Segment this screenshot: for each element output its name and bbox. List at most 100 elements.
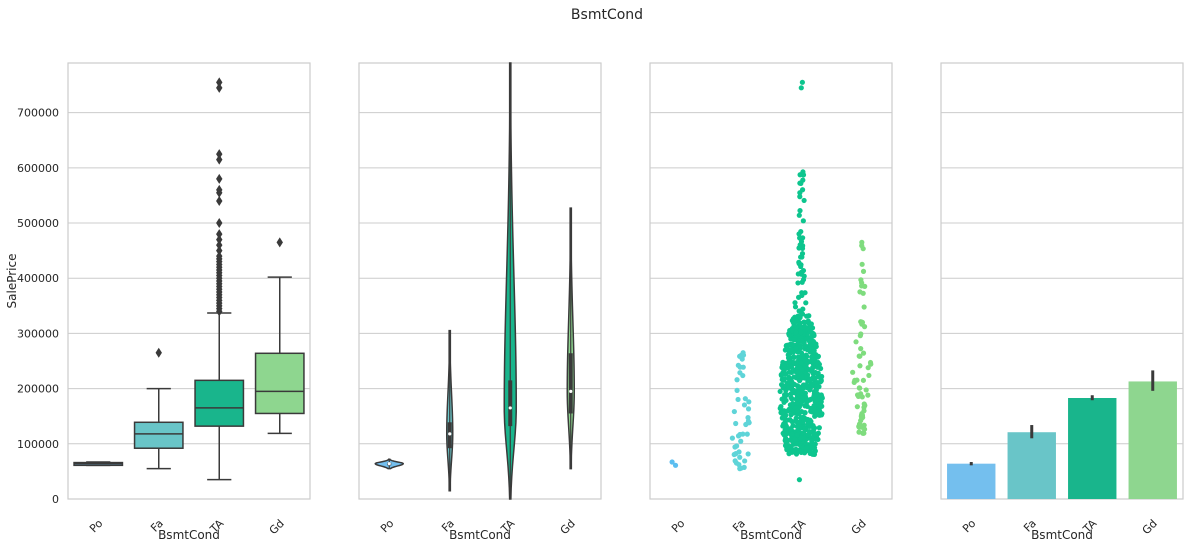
- swarm-point: [865, 392, 871, 398]
- swarm-point: [798, 238, 805, 245]
- swarm-point: [791, 449, 797, 455]
- axes-frame: [67, 62, 311, 500]
- swarm-point: [789, 379, 795, 385]
- swarm-point: [799, 292, 805, 298]
- panel-1: 0 100000 200000 300000 400000 500000 600000 700…: [5, 62, 311, 542]
- box-outlier: [216, 218, 223, 229]
- axes-frame: [940, 62, 1184, 500]
- swarm-point: [853, 339, 859, 345]
- swarm-point: [860, 268, 867, 274]
- swarm-point: [791, 387, 797, 393]
- swarm-point: [799, 187, 806, 193]
- swarm-point: [791, 374, 797, 380]
- y-tick-label: 400000: [17, 272, 59, 285]
- swarm-point: [866, 372, 872, 379]
- box-outlier: [216, 77, 223, 88]
- swarm-point: [859, 319, 866, 326]
- swarm-point: [796, 384, 802, 390]
- bar-Gd: [1128, 381, 1177, 499]
- swarm-point: [732, 458, 738, 464]
- swarm-point: [801, 434, 807, 441]
- swarm-point: [857, 363, 863, 369]
- swarm-point: [804, 313, 810, 319]
- x-axis-label: BsmtCond: [740, 528, 802, 542]
- swarm-point: [786, 332, 792, 338]
- swarm-point: [850, 369, 856, 375]
- x-tick-label: Gd: [558, 517, 578, 537]
- swarm-point: [798, 329, 804, 336]
- swarm-point: [736, 449, 742, 455]
- y-tick-label: 700000: [17, 107, 59, 120]
- swarm-point: [813, 436, 819, 442]
- swarm-point: [797, 314, 803, 321]
- swarm-point: [797, 194, 803, 200]
- swarm-point: [808, 321, 814, 327]
- swarm-point: [856, 353, 862, 359]
- swarm-point: [807, 387, 813, 393]
- swarm-point: [734, 387, 740, 394]
- swarm-point: [740, 372, 746, 379]
- swarm-point: [740, 364, 746, 370]
- x-axis-label: BsmtCond: [449, 528, 511, 542]
- swarm-point: [805, 366, 811, 372]
- swarm-point: [786, 451, 792, 457]
- swarm-point: [798, 180, 804, 187]
- swarm-point: [669, 459, 675, 465]
- swarm-point: [791, 319, 797, 326]
- box-outlier: [216, 195, 223, 206]
- swarm-point: [861, 430, 867, 436]
- swarm-point: [805, 421, 811, 427]
- box-Gd: [254, 352, 305, 415]
- swarm-point: [782, 437, 788, 444]
- swarm-point: [814, 411, 820, 417]
- swarm-point: [815, 401, 822, 407]
- swarm-point: [788, 444, 794, 451]
- swarm-point: [800, 277, 807, 283]
- box-outlier: [155, 347, 162, 358]
- swarm-point: [794, 432, 800, 438]
- x-tick-label: Po: [87, 517, 106, 536]
- axes-frame: [358, 62, 602, 500]
- swarm-point: [779, 396, 785, 402]
- swarm-point: [856, 429, 862, 435]
- swarm-point: [802, 426, 808, 432]
- swarm-point: [781, 377, 787, 383]
- swarm-point: [800, 353, 806, 359]
- swarm-point: [809, 445, 815, 451]
- swarm-point: [807, 328, 813, 335]
- x-tick-label: Po: [378, 517, 397, 536]
- swarm-point: [795, 369, 801, 375]
- swarm-point: [814, 364, 821, 370]
- swarm-point: [796, 245, 802, 251]
- y-tick-label: 500000: [17, 217, 59, 230]
- swarm-point: [794, 423, 800, 429]
- swarm-point: [818, 392, 824, 398]
- swarm-point: [778, 371, 784, 378]
- swarm-point: [793, 415, 799, 421]
- box-outlier: [216, 251, 223, 262]
- swarm-point: [800, 218, 806, 224]
- swarm-point: [854, 404, 860, 410]
- swarm-point: [781, 383, 787, 389]
- swarm-point: [863, 387, 869, 393]
- swarm-point: [797, 208, 803, 214]
- swarm-point: [789, 431, 795, 437]
- swarm-point: [788, 412, 794, 418]
- swarm-point: [803, 445, 809, 451]
- swarm-point: [737, 353, 743, 359]
- box-TA: [194, 379, 245, 427]
- swarm-point: [796, 477, 803, 483]
- y-axis-label: SalePrice: [5, 254, 19, 309]
- y-tick-label: 0: [52, 493, 59, 506]
- swarm-point: [808, 405, 814, 412]
- swarm-point: [806, 338, 813, 344]
- swarm-point: [803, 300, 809, 306]
- swarm-point: [860, 377, 867, 383]
- swarm-point: [746, 399, 752, 405]
- box-outlier: [216, 149, 223, 160]
- swarm-point: [816, 425, 822, 431]
- swarm-point: [788, 346, 794, 352]
- swarm-point: [801, 319, 807, 325]
- box-outlier: [216, 154, 223, 165]
- swarm-point: [735, 396, 741, 403]
